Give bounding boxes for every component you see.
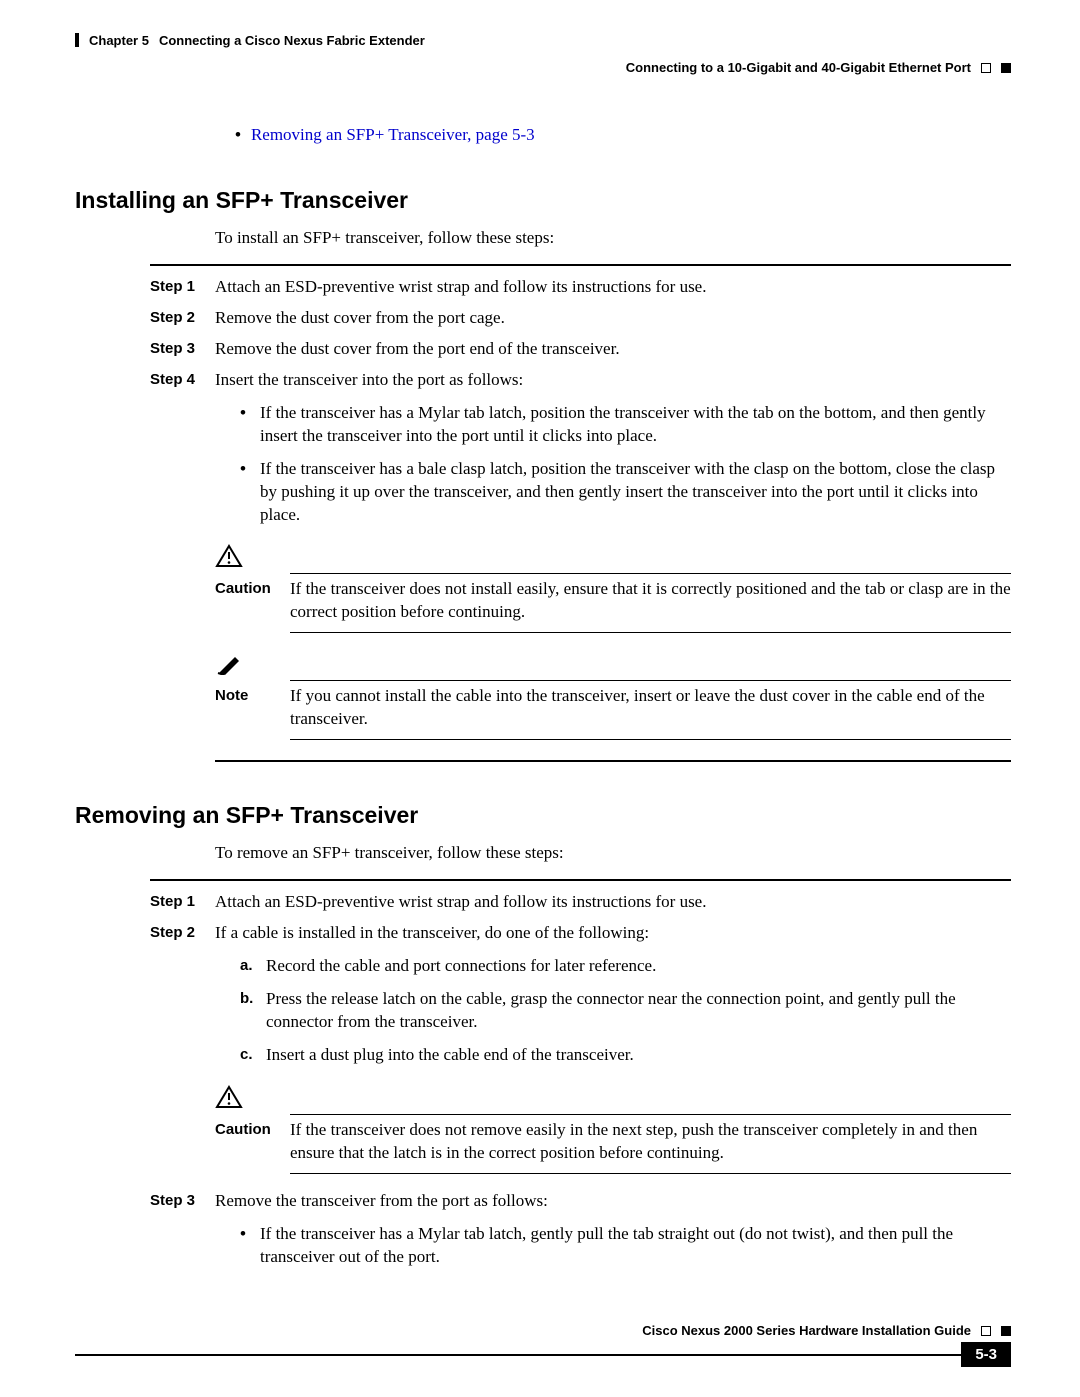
step-label: Step 1	[150, 891, 215, 914]
sub-letter: c. Insert a dust plug into the cable end…	[240, 1044, 1011, 1067]
letter-text: Insert a dust plug into the cable end of…	[266, 1044, 634, 1067]
caution-block: Caution If the transceiver does not inst…	[215, 544, 1011, 633]
step-row: Step 3 Remove the dust cover from the po…	[150, 338, 1011, 361]
note-label: Note	[215, 685, 290, 731]
rule	[290, 680, 1011, 681]
rule	[150, 879, 1011, 881]
subheader: Connecting to a 10-Gigabit and 40-Gigabi…	[75, 60, 1011, 75]
step-row: Step 2 Remove the dust cover from the po…	[150, 307, 1011, 330]
step-label: Step 2	[150, 307, 215, 330]
step-label: Step 3	[150, 338, 215, 361]
bullet-text: If the transceiver has a bale clasp latc…	[260, 458, 1011, 527]
caution-label: Caution	[215, 578, 290, 624]
section-heading-install: Installing an SFP+ Transceiver	[75, 187, 1011, 214]
rule	[215, 760, 1011, 762]
letter-label: b.	[240, 988, 266, 1034]
bullet-text: If the transceiver has a Mylar tab latch…	[260, 1223, 1011, 1269]
step-text: Remove the dust cover from the port end …	[215, 338, 1011, 361]
note-icon	[215, 651, 243, 675]
square-filled-icon	[1001, 1326, 1011, 1336]
rule	[290, 739, 1011, 740]
rule	[290, 1114, 1011, 1115]
step-label: Step 4	[150, 369, 215, 392]
step-text: If a cable is installed in the transceiv…	[215, 922, 1011, 945]
letter-text: Press the release latch on the cable, gr…	[266, 988, 1011, 1034]
note-block: Note If you cannot install the cable int…	[215, 651, 1011, 740]
section-heading-remove: Removing an SFP+ Transceiver	[75, 802, 1011, 829]
rule	[290, 1173, 1011, 1174]
rule	[290, 632, 1011, 633]
step-text: Attach an ESD-preventive wrist strap and…	[215, 891, 1011, 914]
bullet-dot: •	[240, 1223, 260, 1269]
step-row: Step 1 Attach an ESD-preventive wrist st…	[150, 276, 1011, 299]
step-row: Step 4 Insert the transceiver into the p…	[150, 369, 1011, 392]
section1-intro: To install an SFP+ transceiver, follow t…	[215, 228, 1011, 248]
step-row: Step 2 If a cable is installed in the tr…	[150, 922, 1011, 945]
sub-letter: a. Record the cable and port connections…	[240, 955, 1011, 978]
section2-intro: To remove an SFP+ transceiver, follow th…	[215, 843, 1011, 863]
page-header: Chapter 5 Connecting a Cisco Nexus Fabri…	[75, 30, 1011, 50]
step-label: Step 3	[150, 1190, 215, 1213]
letter-label: a.	[240, 955, 266, 978]
step-label: Step 1	[150, 276, 215, 299]
caution-block: Caution If the transceiver does not remo…	[215, 1085, 1011, 1174]
note-text: If you cannot install the cable into the…	[290, 685, 1011, 731]
subheader-text: Connecting to a 10-Gigabit and 40-Gigabi…	[626, 60, 971, 75]
footer-rule	[75, 1354, 961, 1356]
chapter-title: Connecting a Cisco Nexus Fabric Extender	[159, 33, 425, 48]
bullet-dot: •	[240, 402, 260, 448]
page-number: 5-3	[961, 1342, 1011, 1367]
letter-text: Record the cable and port connections fo…	[266, 955, 656, 978]
bullet-text: If the transceiver has a Mylar tab latch…	[260, 402, 1011, 448]
caution-icon	[215, 1085, 243, 1109]
caution-text: If the transceiver does not remove easil…	[290, 1119, 1011, 1165]
sub-letter: b. Press the release latch on the cable,…	[240, 988, 1011, 1034]
square-filled-icon	[1001, 63, 1011, 73]
square-outline-icon	[981, 1326, 991, 1336]
letter-label: c.	[240, 1044, 266, 1067]
sub-bullet: • If the transceiver has a Mylar tab lat…	[240, 1223, 1011, 1269]
step-text: Attach an ESD-preventive wrist strap and…	[215, 276, 1011, 299]
bullet-dot: •	[240, 458, 260, 527]
rule	[290, 573, 1011, 574]
sub-bullet: • If the transceiver has a bale clasp la…	[240, 458, 1011, 527]
rule	[150, 264, 1011, 266]
caution-icon	[215, 544, 243, 568]
sub-bullet: • If the transceiver has a Mylar tab lat…	[240, 402, 1011, 448]
square-outline-icon	[981, 63, 991, 73]
caution-text: If the transceiver does not install easi…	[290, 578, 1011, 624]
step-row: Step 3 Remove the transceiver from the p…	[150, 1190, 1011, 1213]
step-text: Remove the dust cover from the port cage…	[215, 307, 1011, 330]
header-rule	[75, 33, 79, 47]
step-text: Remove the transceiver from the port as …	[215, 1190, 1011, 1213]
chapter-label: Chapter 5	[89, 33, 149, 48]
caution-label: Caution	[215, 1119, 290, 1165]
step-text: Insert the transceiver into the port as …	[215, 369, 1011, 392]
xref-bullet: • Removing an SFP+ Transceiver, page 5-3	[235, 125, 1011, 145]
step-row: Step 1 Attach an ESD-preventive wrist st…	[150, 891, 1011, 914]
footer-guide-title: Cisco Nexus 2000 Series Hardware Install…	[642, 1323, 971, 1338]
bullet-dot: •	[235, 125, 241, 145]
xref-link[interactable]: Removing an SFP+ Transceiver, page 5-3	[251, 125, 535, 145]
page-footer: Cisco Nexus 2000 Series Hardware Install…	[75, 1323, 1011, 1367]
step-label: Step 2	[150, 922, 215, 945]
